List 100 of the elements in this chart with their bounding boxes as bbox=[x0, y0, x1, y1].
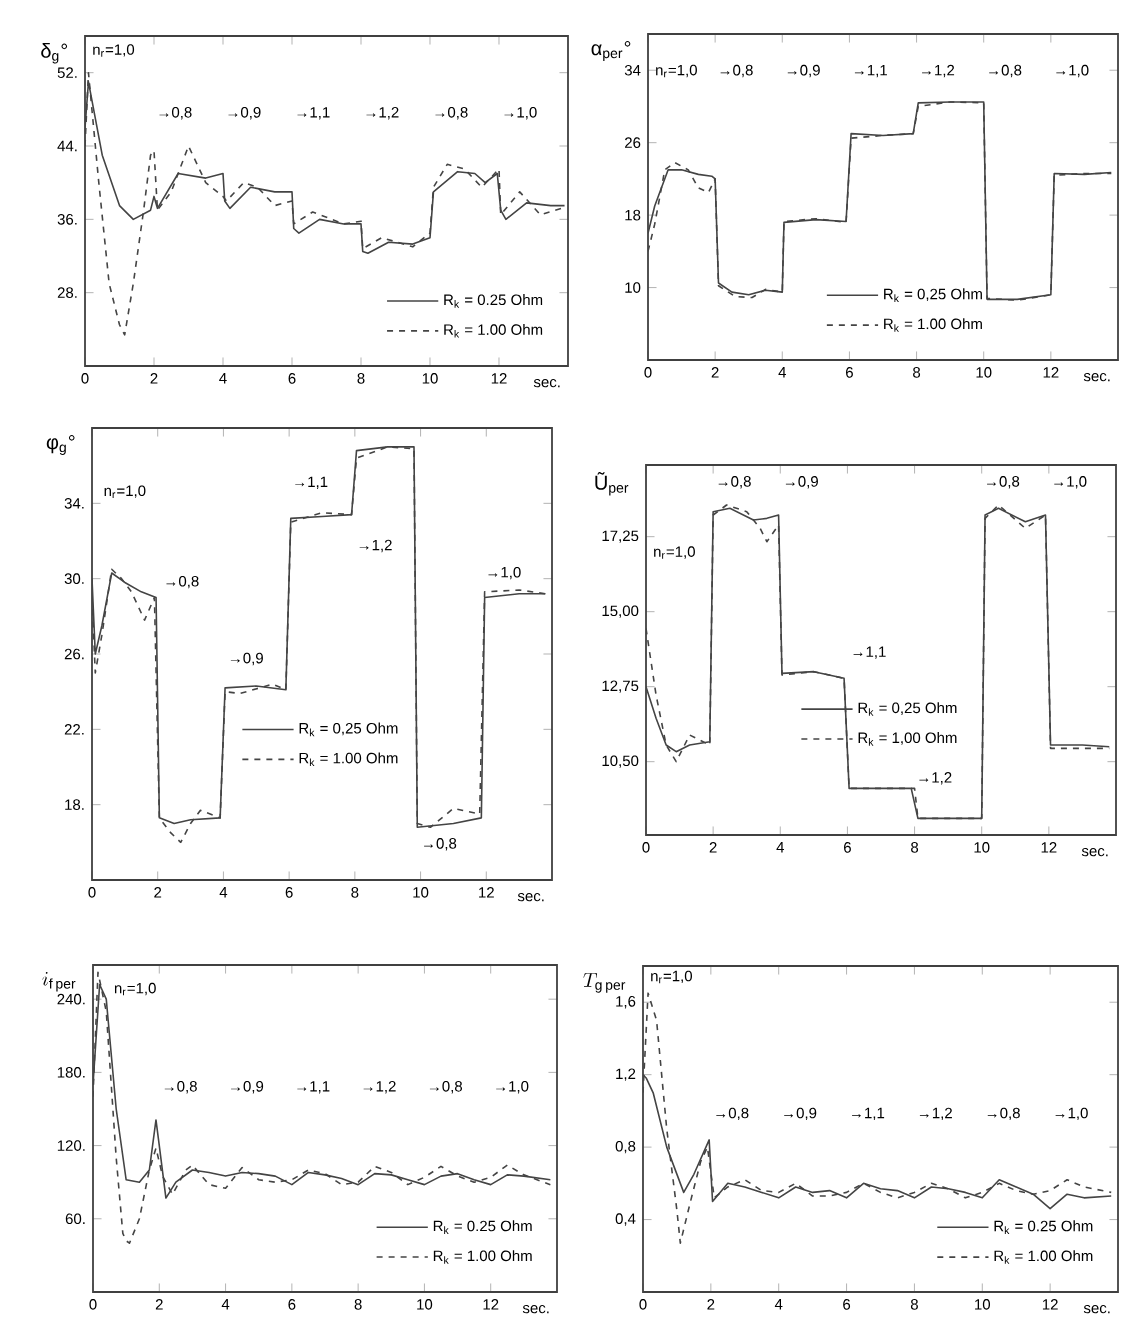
annotation: n$_{r}$=1,0 bbox=[93, 44, 135, 57]
annotation: →1,1 bbox=[297, 1081, 330, 1094]
x-axis-title: sec. bbox=[1083, 373, 1110, 382]
annotation: →0,9 bbox=[230, 652, 263, 666]
y-tick-label: 10,50 bbox=[602, 755, 639, 768]
x-tick-label: 8 bbox=[911, 842, 919, 853]
y-tick-label: 1,6 bbox=[616, 996, 636, 1009]
x-tick-label: 6 bbox=[846, 367, 853, 378]
y-axis-title: δ$_{g}$° bbox=[41, 43, 68, 64]
annotation: →0,8 bbox=[159, 107, 192, 120]
x-tick-label: 4 bbox=[219, 373, 227, 384]
x-axis-title: sec. bbox=[522, 1305, 549, 1314]
legend-label: R$_{k}$ = 0.25 Ohm bbox=[433, 1220, 532, 1234]
x-tick-label: 4 bbox=[774, 1299, 783, 1310]
annotation: →1,1 bbox=[297, 107, 330, 120]
y-tick-label: 0,8 bbox=[615, 1140, 636, 1154]
annotation: →0,8 bbox=[718, 476, 751, 489]
x-axis-title: sec. bbox=[1083, 1305, 1110, 1314]
annotation: →1,0 bbox=[496, 1081, 529, 1094]
legend-label: R$_{k}$ = 1.00 Ohm bbox=[433, 1250, 532, 1264]
y-tick-label: 18 bbox=[625, 209, 641, 221]
annotation: →0,8 bbox=[716, 1107, 749, 1121]
annotation: →0,8 bbox=[429, 1081, 463, 1094]
annotation: →0,8 bbox=[166, 575, 199, 589]
y-tick-label: 34 bbox=[624, 64, 641, 76]
x-tick-label: 4 bbox=[221, 1299, 230, 1310]
annotation: →0,8 bbox=[424, 838, 457, 851]
y-tick-label: 15,00 bbox=[602, 605, 639, 618]
y-tick-label: 1,2 bbox=[616, 1068, 636, 1081]
x-tick-label: 0 bbox=[88, 887, 96, 898]
legend-label: R$_{k}$ = 0,25 Ohm bbox=[858, 702, 957, 716]
annotation: →1,1 bbox=[853, 646, 886, 659]
y-tick-label: 10 bbox=[625, 282, 641, 293]
x-tick-label: 12 bbox=[1042, 1299, 1058, 1310]
x-tick-label: 10 bbox=[417, 1299, 433, 1310]
y-axis-title: Ũ$_{per}$ bbox=[595, 472, 629, 496]
y-tick-label: 18. bbox=[65, 799, 84, 810]
y-tick-label: 28. bbox=[57, 287, 77, 298]
x-tick-label: 12 bbox=[483, 1299, 499, 1310]
y-axis-title: φ$_{g}$° bbox=[46, 435, 75, 455]
x-tick-label: 10 bbox=[422, 373, 438, 384]
annotation: →1,0 bbox=[488, 566, 521, 580]
annotation: →1,0 bbox=[504, 107, 537, 120]
x-tick-label: 0 bbox=[639, 1299, 647, 1310]
legend-label: R$_{k}$ = 1,00 Ohm bbox=[858, 732, 957, 746]
x-tick-label: 0 bbox=[642, 842, 650, 853]
annotation: n$_{r}$=1,0 bbox=[104, 485, 146, 498]
x-tick-label: 4 bbox=[219, 887, 228, 898]
x-tick-label: 6 bbox=[285, 887, 293, 898]
x-tick-label: 10 bbox=[413, 887, 429, 898]
annotation: →0,9 bbox=[787, 64, 820, 78]
annotation: →1,2 bbox=[919, 1107, 952, 1121]
annotation: →1,1 bbox=[852, 1107, 885, 1121]
x-tick-label: 0 bbox=[81, 373, 89, 384]
x-tick-label: 12 bbox=[479, 887, 494, 898]
annotation: →1,1 bbox=[854, 65, 887, 78]
x-tick-label: 10 bbox=[974, 842, 990, 853]
x-tick-label: 0 bbox=[644, 367, 652, 378]
x-tick-label: 8 bbox=[351, 887, 359, 898]
x-tick-label: 4 bbox=[776, 842, 785, 853]
annotation: →1,2 bbox=[366, 107, 399, 120]
x-tick-label: 6 bbox=[288, 1299, 296, 1310]
y-tick-label: 180. bbox=[57, 1067, 85, 1078]
x-tick-label: 2 bbox=[154, 887, 162, 898]
y-tick-label: 22. bbox=[64, 724, 84, 735]
y-tick-label: 240. bbox=[57, 993, 85, 1005]
annotation: →1,1 bbox=[295, 476, 328, 489]
annotation: →1,2 bbox=[919, 772, 952, 785]
x-tick-label: 8 bbox=[913, 367, 921, 378]
annotation: →0,8 bbox=[435, 107, 468, 120]
legend-label: R$_{k}$ = 1.00 Ohm bbox=[884, 318, 982, 332]
annotation: →1,2 bbox=[359, 539, 392, 553]
legend-label: R$_{k}$ = 0.25 Ohm bbox=[444, 294, 543, 308]
y-tick-label: 26 bbox=[625, 137, 641, 148]
y-tick-label: 120. bbox=[57, 1140, 85, 1151]
x-tick-label: 4 bbox=[778, 367, 787, 378]
legend-label: R$_{k}$ = 1.00 Ohm bbox=[299, 752, 398, 767]
annotation: →0,8 bbox=[987, 1107, 1020, 1121]
annotation: →0,9 bbox=[231, 1081, 264, 1094]
y-tick-label: 52. bbox=[57, 67, 77, 78]
x-tick-label: 6 bbox=[288, 373, 296, 384]
x-tick-label: 8 bbox=[910, 1299, 918, 1310]
x-tick-label: 12 bbox=[1043, 367, 1059, 378]
annotation: →0,8 bbox=[164, 1081, 197, 1094]
x-tick-label: 8 bbox=[354, 1299, 362, 1310]
annotation: n$_{r}$=1,0 bbox=[656, 64, 697, 78]
y-tick-label: 34. bbox=[64, 498, 84, 509]
annotation: →1,0 bbox=[1055, 1107, 1088, 1121]
x-tick-label: 2 bbox=[709, 842, 717, 853]
annotation: n$_{r}$=1,0 bbox=[651, 970, 692, 984]
y-tick-label: 30. bbox=[64, 573, 84, 584]
x-tick-label: 12 bbox=[491, 373, 507, 384]
annotation: n$_{r}$=1,0 bbox=[654, 546, 695, 559]
legend-label: R$_{k}$ = 0,25 Ohm bbox=[299, 722, 398, 737]
y-tick-label: 44. bbox=[57, 140, 77, 152]
x-axis-title: sec. bbox=[517, 893, 544, 902]
legend-label: R$_{k}$ = 0,25 Ohm bbox=[884, 288, 982, 302]
x-axis-title: sec. bbox=[1081, 848, 1108, 857]
annotation: →0,8 bbox=[720, 64, 753, 78]
annotation: →1,0 bbox=[1056, 64, 1089, 78]
